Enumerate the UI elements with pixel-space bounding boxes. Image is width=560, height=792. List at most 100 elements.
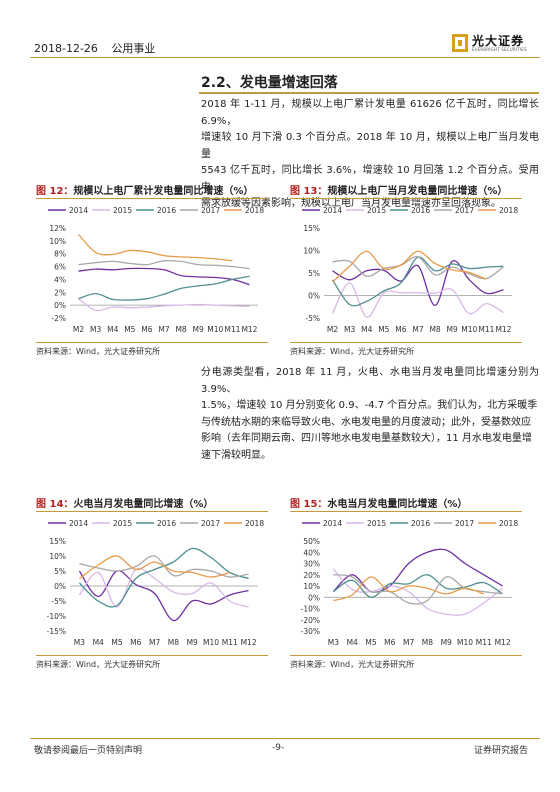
section-heading: 发电量增速回落: [239, 75, 338, 91]
x-tick-label: M4: [361, 325, 372, 334]
report-date: 2018-12-26: [34, 42, 98, 55]
x-tick-label: M7: [149, 638, 160, 647]
figure-13-source: 资料来源：Wind，光大证券研究所: [290, 347, 415, 356]
x-tick-label: M8: [175, 325, 186, 334]
figure-13-chart: 2014 2015 2016 2017 2018 15% 10% 5% 0% -5% M2 M3 M4 M…: [302, 206, 518, 334]
legend-label: 2017: [201, 206, 220, 215]
legend-label: 2018: [245, 519, 264, 528]
figure-12-rule: [36, 198, 268, 199]
y-tick-label: 6%: [54, 263, 66, 272]
y-tick-label: 40%: [303, 548, 320, 557]
y-tick-label: 30%: [303, 560, 320, 569]
series-line-2016: [333, 574, 503, 598]
figure-14-chart: 2014 2015 2016 2017 2018 15% 10% 5% 0% -5% -10% -15…: [47, 519, 265, 647]
y-tick-label: -2%: [51, 314, 66, 323]
header-divider: [30, 57, 540, 58]
y-tick-label: 10%: [303, 247, 320, 256]
legend-label: 2018: [499, 519, 518, 528]
report-category: 公用事业: [111, 42, 156, 55]
series-line-2018: [78, 233, 233, 262]
y-tick-label: 0%: [54, 301, 66, 310]
y-tick-label: -10%: [47, 612, 66, 621]
legend-label: 2017: [455, 206, 474, 215]
x-tick-label: M3: [74, 638, 85, 647]
logo-name: 光大证券: [472, 34, 525, 48]
series-line-2018: [333, 576, 485, 602]
chart-legend: 2014 2015 2016 2017 2018: [48, 519, 264, 528]
x-tick-label: M10: [207, 325, 223, 334]
figure-15-source: 资料来源：Wind，光大证券研究所: [290, 660, 415, 669]
x-tick-label: M5: [111, 638, 122, 647]
y-tick-label: -10%: [301, 605, 320, 614]
y-tick-label: 0%: [308, 593, 320, 602]
x-tick-label: M5: [378, 325, 389, 334]
section-title: 2.2、发电量增速回落: [201, 72, 338, 92]
figure-14-source: 资料来源：Wind，光大证券研究所: [36, 660, 161, 669]
company-logo: 光大证券 EVERBRIGHT SECURITIES: [452, 32, 538, 54]
x-tick-label: M8: [168, 638, 179, 647]
x-tick-label: M8: [429, 325, 440, 334]
x-tick-label: M12: [495, 325, 511, 334]
y-tick-label: 50%: [303, 537, 320, 546]
y-tick-label: 15%: [303, 224, 320, 233]
series-line-2014: [78, 267, 250, 286]
x-tick-label: M10: [457, 638, 473, 647]
x-tick-label: M6: [141, 325, 152, 334]
x-tick-label: M10: [461, 325, 477, 334]
paragraph-line: 2018 年 1-11 月，规模以上电厂累计发电量 61626 亿千瓦时，同比增…: [201, 99, 539, 127]
figure-number: 图 13：: [290, 186, 328, 197]
series-line-2017: [332, 255, 504, 280]
y-tick-label: -5%: [51, 597, 66, 606]
x-tick-label: M9: [187, 638, 198, 647]
series-line-2014: [78, 570, 249, 622]
section-underline: [199, 92, 539, 94]
figure-14-source-rule: [36, 655, 268, 656]
x-tick-label: M11: [478, 325, 494, 334]
series-line-2015: [78, 298, 250, 312]
y-tick-label: 4%: [54, 275, 66, 284]
figure-13-title: 图 13：规模以上电厂当月发电量同比增速（%）: [290, 182, 507, 197]
figure-caption: 规模以上电厂累计发电量同比增速（%）: [73, 186, 254, 197]
paragraph-2: 分电源类型看，2018 年 11 月，火电、水电当月发电量同比增速分别为 3.9…: [201, 365, 539, 464]
x-tick-label: M10: [203, 638, 219, 647]
paragraph-1: 2018 年 1-11 月，规模以上电厂累计发电量 61626 亿千瓦时，同比增…: [201, 97, 539, 213]
x-tick-label: M3: [344, 325, 355, 334]
x-tick-label: M3: [90, 325, 101, 334]
y-tick-label: 5%: [54, 567, 66, 576]
legend-label: 2016: [411, 206, 430, 215]
paragraph-line: 增速较 10 月下滑 0.3 个百分点。2018 年 10 月，规模以上电厂当月…: [201, 132, 539, 160]
series-line-2016: [78, 275, 250, 301]
x-tick-label: M3: [328, 638, 339, 647]
figure-number: 图 15：: [290, 499, 328, 510]
x-tick-label: M6: [384, 638, 395, 647]
legend-label: 2014: [69, 519, 88, 528]
series-line-2015: [331, 282, 504, 318]
legend-label: 2016: [157, 206, 176, 215]
footer-disclaimer: 敬请参阅最后一页特别声明: [34, 746, 143, 756]
x-tick-label: M7: [158, 325, 169, 334]
y-tick-label: 15%: [49, 537, 66, 546]
x-tick-label: M7: [412, 325, 423, 334]
x-tick-label: M12: [241, 325, 257, 334]
figure-12-title: 图 12：规模以上电厂累计发电量同比增速（%）: [36, 182, 253, 197]
paragraph-line: 速下滑较明显。: [201, 449, 271, 461]
figure-caption: 水电当月发电量同比增速（%）: [327, 499, 468, 510]
y-tick-label: -30%: [301, 627, 320, 636]
x-tick-label: M4: [93, 638, 104, 647]
y-tick-label: 12%: [49, 224, 66, 233]
y-tick-label: 0%: [54, 582, 66, 591]
x-tick-label: M2: [73, 325, 84, 334]
logo-en: EVERBRIGHT SECURITIES: [472, 47, 527, 52]
x-tick-label: M7: [403, 638, 414, 647]
series-line-2018: [332, 250, 487, 283]
legend-label: 2014: [69, 206, 88, 215]
y-tick-label: 10%: [49, 237, 66, 246]
x-tick-label: M12: [241, 638, 257, 647]
y-tick-label: 2%: [54, 288, 66, 297]
y-tick-label: -5%: [305, 314, 320, 323]
page-number: -9-: [272, 743, 285, 753]
x-tick-label: M5: [365, 638, 376, 647]
figure-12-source: 资料来源：Wind，光大证券研究所: [36, 347, 161, 356]
legend-label: 2016: [411, 519, 430, 528]
figure-caption: 火电当月发电量同比增速（%）: [73, 499, 214, 510]
